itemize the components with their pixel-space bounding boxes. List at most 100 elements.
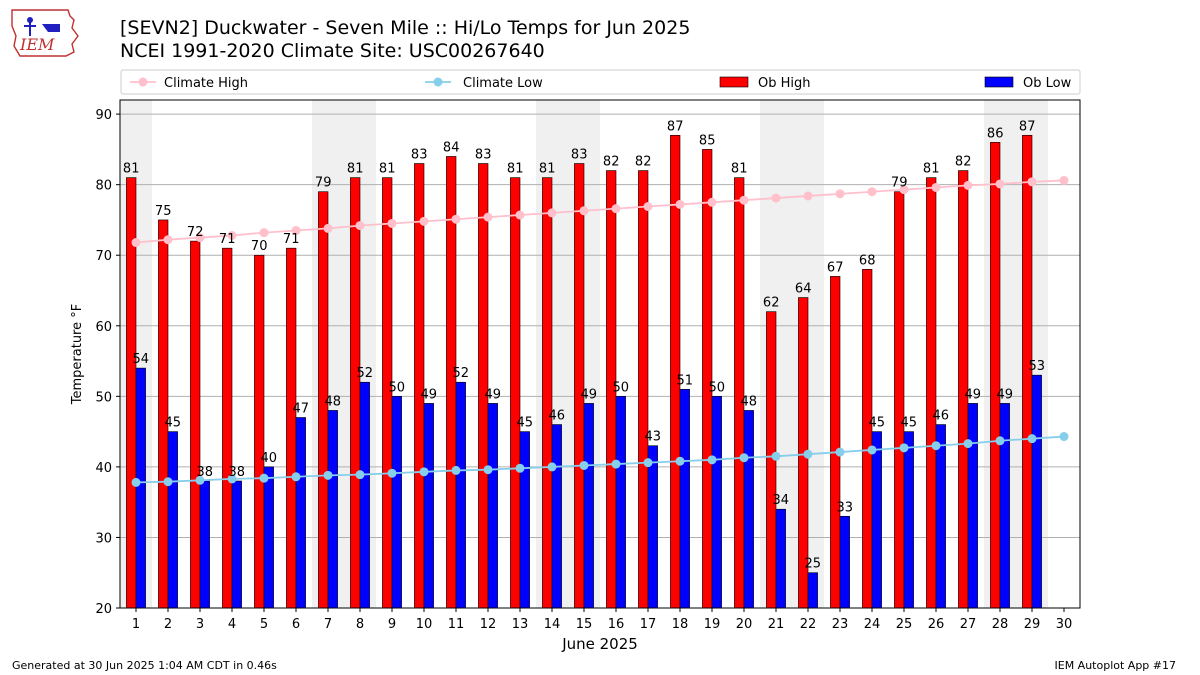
ob-high-bar: [990, 142, 1001, 609]
ob-low-label: 49: [581, 387, 598, 402]
ob-low-label: 47: [293, 402, 310, 417]
x-tick-label: 18: [672, 617, 689, 632]
legend-climate-low-marker: [433, 77, 443, 87]
ob-low-label: 46: [933, 409, 950, 424]
iem-logo: IEM: [11, 9, 79, 57]
ob-low-label: 43: [645, 430, 662, 445]
climate-low-point: [899, 443, 909, 453]
legend-ob-low-swatch: [984, 76, 1014, 88]
app-credit: IEM Autoplot App #17: [1054, 659, 1177, 672]
ob-high-bar: [894, 191, 905, 609]
ob-low-bar: [231, 480, 242, 609]
climate-low-point: [643, 458, 653, 468]
climate-high-point: [835, 189, 845, 199]
climate-high-point: [1059, 175, 1069, 185]
ob-high-label: 82: [603, 155, 620, 170]
ob-low-label: 49: [965, 387, 982, 402]
ob-low-bar: [871, 431, 882, 609]
y-tick-label: 90: [95, 108, 112, 123]
ob-high-label: 83: [571, 148, 588, 163]
climate-high-point: [195, 233, 205, 243]
climate-low-point: [451, 465, 461, 475]
ob-high-bar: [414, 163, 425, 609]
climate-low-point: [387, 468, 397, 478]
legend-climate-high-label: Climate High: [164, 76, 248, 91]
ob-low-label: 52: [357, 366, 374, 381]
ob-low-bar: [551, 424, 562, 609]
x-tick-label: 9: [388, 617, 396, 632]
climate-high-point: [931, 182, 941, 192]
climate-high-point: [355, 221, 365, 231]
weekend-shade: [568, 100, 600, 608]
chart-title: [SEVN2] Duckwater - Seven Mile :: Hi/Lo …: [120, 17, 691, 39]
ob-high-label: 67: [827, 260, 844, 275]
x-tick-label: 26: [928, 617, 945, 632]
climate-high-point: [611, 204, 621, 214]
climate-low-point: [163, 477, 173, 487]
ob-low-bar: [743, 410, 754, 609]
ob-low-bar: [199, 480, 210, 609]
ob-low-bar: [263, 466, 274, 609]
ob-low-bar: [487, 403, 498, 609]
climate-low-point: [259, 473, 269, 483]
ob-high-label: 81: [347, 162, 364, 177]
legend-ob-high-label: Ob High: [758, 76, 811, 91]
ob-high-label: 82: [955, 155, 972, 170]
x-tick-label: 30: [1056, 617, 1073, 632]
climate-low-point: [675, 456, 685, 466]
climate-high-point: [643, 202, 653, 212]
y-tick-label: 40: [95, 461, 112, 476]
ob-high-label: 75: [155, 204, 172, 219]
ob-low-bar: [999, 403, 1010, 609]
ob-low-bar: [167, 431, 178, 609]
legend-climate-high-marker: [138, 77, 148, 87]
ob-low-bar: [711, 396, 722, 609]
x-tick-label: 8: [356, 617, 364, 632]
ob-high-label: 71: [219, 232, 236, 247]
ob-high-label: 81: [923, 162, 940, 177]
ob-low-bar: [359, 381, 370, 609]
ob-high-bar: [798, 297, 809, 609]
ob-high-bar: [638, 170, 649, 609]
ob-high-bar: [510, 177, 521, 609]
ob-low-label: 48: [741, 394, 758, 409]
ob-low-bar: [391, 396, 402, 609]
climate-high-point: [899, 185, 909, 195]
ob-low-bar: [647, 445, 658, 609]
climate-high-line: [135, 179, 1065, 244]
climate-high-point: [963, 180, 973, 190]
ob-high-bar: [830, 276, 841, 609]
climate-high-point: [867, 187, 877, 197]
ob-low-bar: [615, 396, 626, 609]
climate-low-point: [195, 475, 205, 485]
ob-high-label: 87: [1019, 119, 1036, 134]
ob-low-label: 49: [485, 387, 502, 402]
climate-high-point: [547, 208, 557, 218]
legend: Climate High Climate Low Ob High Ob Low: [120, 69, 1081, 95]
ob-low-label: 46: [549, 409, 566, 424]
ob-low-bar: [135, 367, 146, 609]
plot-area-frame: [119, 99, 1081, 609]
ob-low-bar: [295, 417, 306, 609]
x-tick-label: 7: [324, 617, 332, 632]
ob-high-bar: [702, 149, 713, 609]
x-tick-label: 11: [448, 617, 465, 632]
ob-low-label: 38: [197, 465, 214, 480]
climate-low-point: [1027, 434, 1037, 444]
ob-low-bar: [903, 431, 914, 609]
ob-low-label: 52: [453, 366, 470, 381]
climate-low-point: [483, 465, 493, 475]
y-tick-label: 80: [95, 179, 112, 194]
x-tick-label: 28: [992, 617, 1009, 632]
climate-low-point: [963, 439, 973, 449]
climate-low-point: [419, 467, 429, 477]
ob-low-label: 49: [997, 387, 1014, 402]
ob-high-bar: [350, 177, 361, 609]
climate-high-point: [483, 212, 493, 222]
x-tick-label: 16: [608, 617, 625, 632]
weekend-shade: [1016, 100, 1048, 608]
ob-high-bar: [190, 240, 201, 609]
ob-low-label: 50: [613, 380, 630, 395]
x-tick-label: 27: [960, 617, 977, 632]
climate-high-point: [387, 218, 397, 228]
